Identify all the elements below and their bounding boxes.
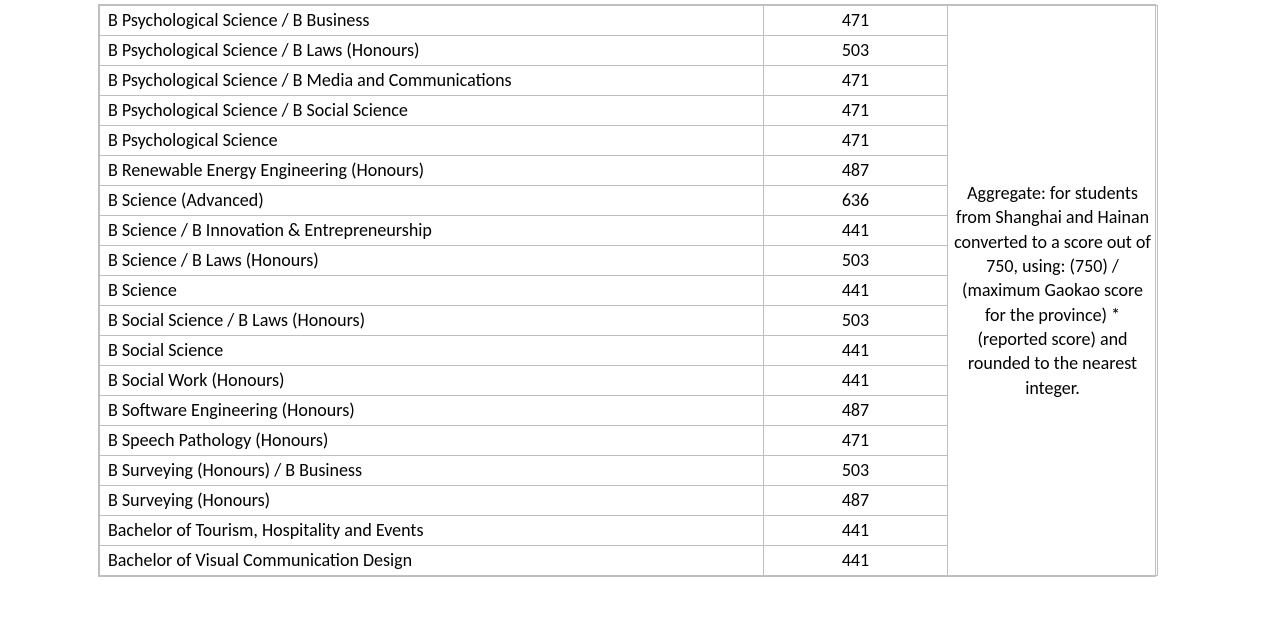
- course-cell: Bachelor of Visual Communication Design: [100, 546, 764, 576]
- course-cell: B Psychological Science / B Social Scien…: [100, 96, 764, 126]
- score-cell: 441: [764, 546, 948, 576]
- score-cell: 503: [764, 246, 948, 276]
- score-cell: 471: [764, 126, 948, 156]
- course-cell: B Science / B Laws (Honours): [100, 246, 764, 276]
- course-cell: B Software Engineering (Honours): [100, 396, 764, 426]
- course-cell: B Surveying (Honours): [100, 486, 764, 516]
- course-cell: B Speech Pathology (Honours): [100, 426, 764, 456]
- course-cell: B Social Science: [100, 336, 764, 366]
- course-cell: B Science / B Innovation & Entrepreneurs…: [100, 216, 764, 246]
- course-cell: B Social Work (Honours): [100, 366, 764, 396]
- course-cell: B Psychological Science / B Media and Co…: [100, 66, 764, 96]
- course-cell: B Science (Advanced): [100, 186, 764, 216]
- score-cell: 471: [764, 426, 948, 456]
- course-cell: B Renewable Energy Engineering (Honours): [100, 156, 764, 186]
- score-cell: 441: [764, 516, 948, 546]
- score-cell: 441: [764, 216, 948, 246]
- score-cell: 471: [764, 66, 948, 96]
- course-cell: B Psychological Science / B Business: [100, 6, 764, 36]
- score-cell: 636: [764, 186, 948, 216]
- aggregate-note-cell: Aggregate: for students from Shanghai an…: [948, 6, 1158, 576]
- score-cell: 487: [764, 396, 948, 426]
- table: B Psychological Science / B Business471A…: [99, 5, 1158, 576]
- score-cell: 471: [764, 96, 948, 126]
- score-cell: 471: [764, 6, 948, 36]
- score-cell: 441: [764, 336, 948, 366]
- score-cell: 487: [764, 156, 948, 186]
- course-score-table: B Psychological Science / B Business471A…: [98, 4, 1156, 577]
- score-cell: 503: [764, 306, 948, 336]
- score-cell: 487: [764, 486, 948, 516]
- table-row: B Psychological Science / B Business471A…: [100, 6, 1158, 36]
- score-cell: 503: [764, 456, 948, 486]
- course-cell: B Social Science / B Laws (Honours): [100, 306, 764, 336]
- course-cell: Bachelor of Tourism, Hospitality and Eve…: [100, 516, 764, 546]
- course-cell: B Psychological Science / B Laws (Honour…: [100, 36, 764, 66]
- course-cell: B Psychological Science: [100, 126, 764, 156]
- course-cell: B Science: [100, 276, 764, 306]
- score-cell: 441: [764, 276, 948, 306]
- score-cell: 441: [764, 366, 948, 396]
- score-cell: 503: [764, 36, 948, 66]
- course-cell: B Surveying (Honours) / B Business: [100, 456, 764, 486]
